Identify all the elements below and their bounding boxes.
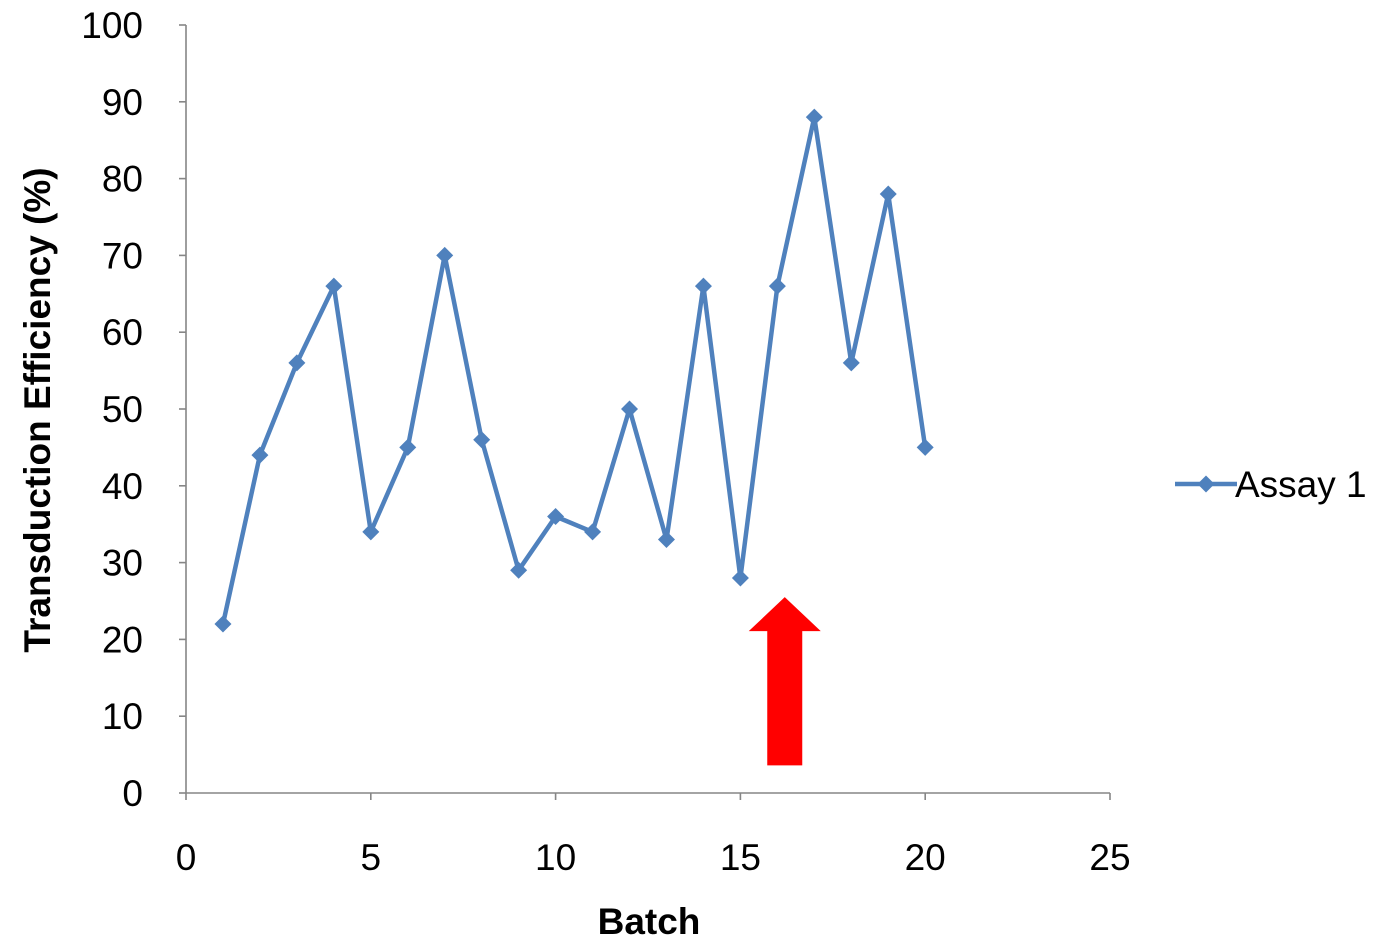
y-tick-label: 20 bbox=[102, 619, 143, 660]
red-arrow-annotation bbox=[748, 597, 821, 766]
data-point-marker bbox=[547, 508, 565, 526]
y-tick-label: 80 bbox=[102, 159, 143, 200]
y-tick-label: 0 bbox=[122, 773, 143, 814]
data-point-marker bbox=[694, 277, 712, 295]
data-point-marker bbox=[621, 400, 639, 418]
data-point-marker bbox=[473, 431, 491, 449]
legend-label: Assay 1 bbox=[1235, 464, 1367, 505]
annotation-layer bbox=[748, 597, 821, 766]
data-point-marker bbox=[214, 615, 232, 633]
y-tick-label: 50 bbox=[102, 389, 143, 430]
x-axis-title: Batch bbox=[598, 901, 701, 941]
x-tick-label: 15 bbox=[720, 837, 761, 878]
x-tick-label: 10 bbox=[535, 837, 576, 878]
axes: 0 10 20 30 40 50 60 70 80 90 100 0 5 10 15 20 25 bbox=[81, 5, 1130, 878]
y-tick-label: 90 bbox=[102, 82, 143, 123]
data-point-marker bbox=[657, 531, 675, 549]
data-point-marker bbox=[842, 354, 860, 372]
data-point-marker bbox=[288, 354, 306, 372]
x-tick-label: 20 bbox=[905, 837, 946, 878]
legend-marker bbox=[1197, 475, 1215, 493]
x-tick-label: 25 bbox=[1089, 837, 1130, 878]
data-point-marker bbox=[510, 561, 528, 579]
x-tick-label: 5 bbox=[361, 837, 382, 878]
x-tick-label: 0 bbox=[176, 837, 197, 878]
series-line bbox=[220, 114, 928, 625]
data-point-marker bbox=[325, 277, 343, 295]
data-point-marker bbox=[731, 569, 749, 587]
data-point-marker bbox=[768, 277, 786, 295]
y-tick-label: 100 bbox=[81, 5, 143, 46]
y-tick-label: 30 bbox=[102, 543, 143, 584]
data-point-marker bbox=[805, 108, 823, 126]
legend: Assay 1 bbox=[1175, 464, 1367, 505]
data-point-marker bbox=[584, 523, 602, 541]
data-point-marker bbox=[399, 438, 417, 456]
data-point-marker bbox=[362, 523, 380, 541]
data-point-marker bbox=[879, 185, 897, 203]
y-axis-title: Transduction Efficiency (%) bbox=[17, 167, 58, 652]
data-point-marker bbox=[251, 446, 269, 464]
data-point-marker bbox=[916, 438, 934, 456]
y-tick-label: 70 bbox=[102, 235, 143, 276]
series-layer bbox=[214, 108, 934, 633]
data-point-marker bbox=[436, 246, 454, 264]
y-tick-label: 60 bbox=[102, 312, 143, 353]
y-tick-label: 10 bbox=[102, 696, 143, 737]
y-tick-label: 40 bbox=[102, 466, 143, 507]
